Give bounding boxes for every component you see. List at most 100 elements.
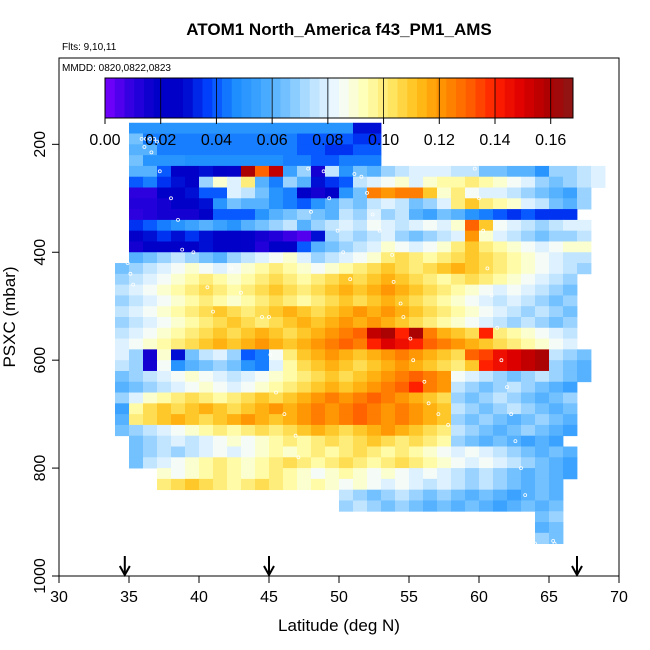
heatmap-cell (199, 263, 214, 275)
heatmap-cell (563, 457, 578, 469)
heatmap-cell (395, 176, 410, 188)
heatmap-cell (367, 478, 382, 491)
heatmap-cell (409, 306, 424, 318)
heatmap-cell (535, 209, 578, 221)
colorbar: 0.00 0.02 0.04 0.06 0.08 0.10 0.12 0.14 0.16 (89, 77, 574, 149)
latitude-marker-arrow-head (118, 565, 131, 578)
heatmap-cell (339, 446, 354, 458)
flight-point (547, 552, 551, 557)
heatmap-cell (199, 230, 214, 242)
heatmap-cell (381, 370, 396, 383)
heatmap-cell (311, 241, 326, 253)
colorbar-segment (114, 78, 125, 118)
flight-point (472, 166, 477, 171)
heatmap-cell (171, 349, 186, 361)
flight-point (467, 155, 472, 160)
heatmap-cell (395, 381, 410, 393)
heatmap-cell (283, 252, 298, 264)
heatmap-cell (353, 327, 368, 339)
heatmap-cell (283, 457, 298, 469)
colorbar-segment (339, 78, 350, 118)
colorbar-segment (280, 78, 291, 118)
heatmap-cell (185, 446, 200, 458)
heatmap-cell (451, 284, 466, 296)
heatmap-cell (437, 500, 452, 512)
heatmap-cell (535, 370, 550, 383)
heatmap-cell (493, 263, 508, 275)
heatmap-cell (157, 435, 172, 447)
heatmap-cell (507, 414, 522, 426)
heatmap-cell (549, 284, 564, 296)
heatmap-cell (479, 295, 494, 307)
heatmap-cell (339, 198, 354, 210)
heatmap-cell (199, 360, 214, 372)
heatmap-cell (423, 414, 438, 426)
colorbar-segment (105, 78, 116, 118)
heatmap-cell (325, 435, 340, 447)
heatmap-cell (409, 263, 424, 275)
colorbar-segment (456, 78, 467, 118)
heatmap-cell (255, 457, 270, 469)
heatmap-cell (423, 349, 438, 361)
heatmap-cell (367, 468, 382, 480)
heatmap-cell (507, 370, 522, 383)
flight-point (306, 166, 311, 171)
heatmap-cell (129, 295, 144, 307)
heatmap-cell (563, 468, 578, 480)
heatmap-cell (409, 414, 424, 426)
heatmap-cell (521, 263, 536, 275)
heatmap-cell (157, 198, 172, 210)
heatmap-cell (493, 327, 508, 339)
heatmap-cell (311, 457, 326, 469)
heatmap-cell (549, 381, 564, 393)
heatmap-cell (269, 176, 284, 188)
heatmap-cell (465, 435, 480, 447)
heatmap-cell (549, 370, 564, 383)
heatmap-cell (521, 381, 536, 393)
heatmap-cell (535, 360, 550, 372)
heatmap-cell (157, 424, 172, 437)
heatmap-cell (171, 165, 186, 178)
heatmap-cell (129, 414, 144, 426)
heatmap-cell (521, 338, 536, 350)
heatmap-cell (171, 370, 186, 383)
heatmap-cell (437, 241, 452, 253)
heatmap-cell (213, 273, 228, 286)
heatmap-cell (311, 165, 326, 178)
heatmap-cell (563, 241, 592, 253)
heatmap-cell (269, 392, 284, 404)
heatmap-cell (339, 263, 354, 275)
heatmap-cell (535, 176, 550, 188)
y-axis: 200 400 600 800 1000 (32, 131, 59, 594)
heatmap-cell (367, 230, 382, 242)
heatmap-cell (339, 295, 354, 307)
heatmap-cell (297, 273, 312, 286)
heatmap-cell (423, 219, 438, 232)
flight-point (260, 315, 264, 319)
heatmap-cell (423, 360, 438, 372)
heatmap-cell (409, 360, 424, 372)
heatmap-cell (409, 468, 424, 480)
heatmap-cell (507, 165, 536, 178)
heatmap-cell (535, 489, 550, 501)
x-tick-label: 60 (470, 589, 488, 606)
x-tick-label: 30 (50, 589, 68, 606)
heatmap-cell (129, 219, 144, 232)
heatmap-cell (577, 198, 592, 210)
chart-title: ATOM1 North_America f43_PM1_AMS (186, 20, 491, 39)
heatmap-cell (325, 360, 340, 372)
heatmap-cell (437, 327, 452, 339)
heatmap-cell (143, 306, 158, 318)
heatmap-cell (535, 230, 550, 242)
heatmap-cell (493, 457, 508, 469)
heatmap-cell (269, 306, 284, 318)
heatmap-cell (479, 489, 494, 501)
heatmap-cell (451, 263, 466, 275)
heatmap-cell (465, 360, 480, 372)
heatmap-cell (269, 317, 284, 329)
heatmap-cell (283, 478, 298, 491)
heatmap-cell (227, 392, 242, 404)
heatmap-cell (367, 219, 382, 232)
heatmap-cell (381, 209, 396, 221)
